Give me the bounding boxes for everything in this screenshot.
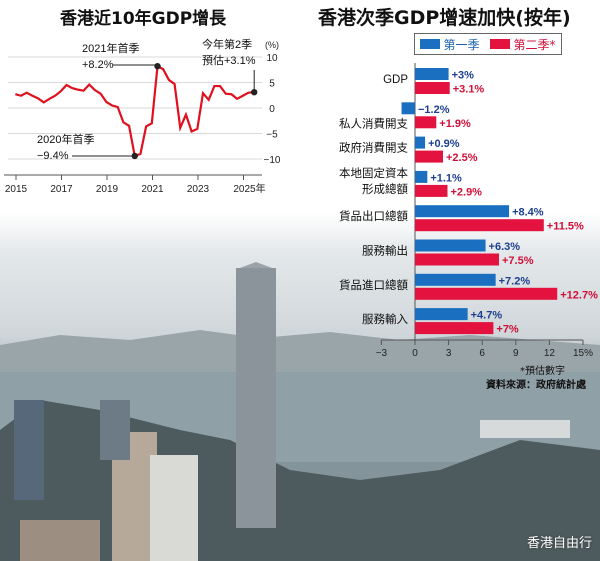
- category-label: GDP: [383, 74, 408, 86]
- x-tick-label: 2017: [50, 184, 73, 195]
- legend-swatch-q1: [420, 39, 441, 49]
- legend: 第一季 第二季*: [414, 33, 562, 55]
- bar-data-label: +7%: [496, 324, 519, 336]
- bar-data-label: +12.7%: [560, 289, 598, 301]
- category-label: 貨品出口總額: [339, 209, 408, 223]
- bar-data-label: +4.7%: [471, 310, 503, 322]
- bar-q1: [415, 136, 426, 149]
- estimate-note: *預估數字: [520, 366, 565, 377]
- category-label: 政府消費開支: [339, 141, 408, 155]
- bar-q1: [415, 68, 449, 80]
- legend-item-q2: 第二季*: [490, 36, 556, 53]
- category-label: 貨品進口總額: [339, 278, 408, 292]
- annotation-label: 2020年首季: [37, 132, 94, 146]
- x-tick-label: 2019: [96, 184, 119, 195]
- x-tick-label: 2021: [141, 184, 164, 195]
- annotation-value: +8.2%: [82, 59, 114, 71]
- bar-q2: [415, 287, 558, 300]
- line-chart-title: 香港近10年GDP增長: [60, 9, 227, 29]
- gdp-line-chart: 10 5 0 −5 −10 (%) 2015 2017 2019 2021 2023 2025年 202…: [4, 37, 281, 195]
- category-label: 本地固定資本: [339, 166, 408, 180]
- category-label: 服務輸出: [362, 244, 408, 258]
- y-tick-label: −5: [266, 130, 278, 141]
- legend-label-q1: 第一季: [443, 37, 480, 52]
- bar-data-label: +1.1%: [430, 172, 462, 184]
- legend-swatch-q2: [490, 39, 511, 49]
- x-tick-label: 2023: [187, 184, 210, 195]
- legend-label-q2: 第二季*: [513, 37, 556, 52]
- bar-q1: [415, 239, 486, 252]
- annotation-value: −9.4%: [37, 150, 69, 162]
- bar-q1: [401, 102, 415, 115]
- annotation-label: 2021年首季: [82, 41, 139, 55]
- annotation-value: 預估+3.1%: [202, 54, 256, 67]
- bar-data-label: +3.1%: [453, 84, 485, 96]
- category-label: 服務輸入: [362, 312, 408, 326]
- bar-data-label: +0.9%: [428, 138, 460, 150]
- bar-data-label: +6.3%: [489, 241, 521, 253]
- bar-chart-title: 香港次季GDP增速加快(按年): [318, 7, 571, 29]
- bar-q2: [415, 184, 448, 197]
- bar-q2: [415, 219, 544, 232]
- x-tick-label: 0: [412, 348, 418, 359]
- x-tick-label: 2015: [5, 184, 28, 195]
- y-axis-unit: (%): [265, 40, 279, 50]
- bar-data-label: +8.4%: [512, 207, 544, 219]
- y-tick-label: −10: [264, 155, 281, 166]
- category-label: 形成總額: [362, 182, 408, 196]
- x-tick-label: 9: [513, 348, 519, 359]
- bar-data-label: +7.5%: [502, 255, 534, 267]
- x-tick-label: −3: [376, 348, 388, 359]
- annotation-label: 今年第2季: [202, 37, 252, 51]
- x-tick-label: 2025年: [233, 182, 265, 195]
- bar-data-label: −1.2%: [418, 104, 450, 116]
- y-tick-label: 0: [269, 104, 275, 115]
- x-tick-label: 3: [446, 348, 452, 359]
- legend-item-q1: 第一季: [420, 36, 480, 53]
- x-tick-label: 6: [479, 348, 485, 359]
- bar-q1: [415, 170, 428, 183]
- bar-q2: [415, 322, 494, 335]
- bar-data-label: +2.9%: [450, 186, 482, 198]
- category-label: 私人消費開支: [339, 116, 408, 130]
- bar-q1: [415, 273, 496, 286]
- bar-data-label: +7.2%: [499, 275, 531, 287]
- bar-data-label: +3%: [452, 70, 475, 82]
- bar-data-label: +11.5%: [547, 221, 584, 233]
- y-tick-label: 10: [266, 53, 278, 64]
- bar-data-label: +2.5%: [446, 152, 478, 164]
- x-tick-label: 15%: [573, 348, 593, 359]
- bar-q2: [415, 82, 450, 94]
- bar-q1: [415, 308, 468, 321]
- gdp-components-bar-chart: −3 0 3 6 9 12 15% GDP +3% +3.1% 私人消費開支 −1.2% +1.9% 政府…: [339, 63, 598, 359]
- bar-data-label: +1.9%: [439, 118, 471, 130]
- y-tick-label: 5: [269, 79, 275, 90]
- data-source: 資料來源：政府統計處: [486, 380, 586, 391]
- bar-q2: [415, 253, 499, 266]
- bar-q2: [415, 150, 443, 163]
- data-point-marker: [154, 62, 161, 70]
- bar-q1: [415, 205, 510, 218]
- watermark: 香港自由行: [526, 536, 592, 551]
- x-tick-label: 12: [544, 348, 556, 359]
- bar-q2: [415, 116, 437, 129]
